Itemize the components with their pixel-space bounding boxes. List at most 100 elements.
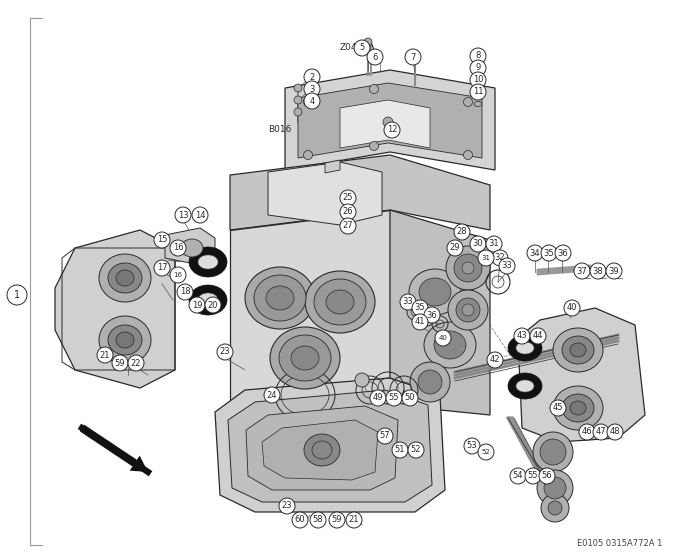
Text: B016: B016 — [268, 125, 291, 134]
Ellipse shape — [99, 316, 151, 364]
Text: 40: 40 — [567, 304, 577, 312]
Circle shape — [424, 307, 440, 323]
Text: 37: 37 — [577, 267, 587, 276]
Text: 17: 17 — [157, 264, 167, 273]
Text: 25: 25 — [343, 194, 354, 203]
Text: 22: 22 — [131, 358, 141, 367]
Text: 35: 35 — [414, 304, 426, 312]
Circle shape — [154, 232, 170, 248]
Circle shape — [541, 245, 557, 261]
Text: 24: 24 — [267, 390, 277, 399]
Circle shape — [304, 81, 320, 97]
Circle shape — [446, 246, 490, 290]
Circle shape — [525, 468, 541, 484]
Ellipse shape — [570, 401, 586, 415]
Circle shape — [377, 428, 393, 444]
Text: 54: 54 — [512, 472, 524, 480]
Text: 46: 46 — [582, 427, 592, 436]
Polygon shape — [80, 424, 137, 466]
Circle shape — [412, 314, 428, 330]
Circle shape — [97, 347, 113, 363]
Circle shape — [354, 40, 370, 56]
Ellipse shape — [419, 278, 451, 306]
Circle shape — [454, 224, 470, 240]
Ellipse shape — [474, 76, 482, 81]
Circle shape — [355, 373, 369, 387]
Circle shape — [304, 97, 312, 106]
Ellipse shape — [266, 286, 294, 310]
Text: 34: 34 — [530, 249, 540, 258]
Polygon shape — [268, 162, 382, 225]
Circle shape — [112, 355, 128, 371]
Circle shape — [544, 477, 566, 499]
Ellipse shape — [189, 247, 227, 277]
Circle shape — [464, 438, 480, 454]
Circle shape — [533, 432, 573, 472]
Circle shape — [412, 300, 428, 316]
Circle shape — [170, 267, 186, 283]
Text: 28: 28 — [456, 227, 468, 236]
Text: 23: 23 — [281, 502, 293, 511]
Text: 53: 53 — [467, 441, 477, 450]
Circle shape — [177, 284, 193, 300]
Text: 42: 42 — [490, 356, 500, 365]
Text: 23: 23 — [220, 348, 230, 357]
Circle shape — [370, 142, 379, 151]
Ellipse shape — [108, 263, 142, 293]
Text: 26: 26 — [343, 208, 354, 217]
Circle shape — [170, 240, 186, 256]
Circle shape — [370, 390, 386, 406]
Ellipse shape — [304, 434, 340, 466]
Text: 27: 27 — [343, 222, 354, 231]
Circle shape — [367, 49, 383, 65]
Text: 51: 51 — [395, 446, 405, 455]
Text: 59: 59 — [332, 516, 342, 525]
Text: 4: 4 — [309, 96, 314, 105]
Circle shape — [435, 330, 451, 346]
Text: 48: 48 — [610, 427, 620, 436]
Text: 6: 6 — [372, 53, 378, 62]
Text: 21: 21 — [349, 516, 359, 525]
Text: 5: 5 — [359, 44, 365, 53]
Text: Z041: Z041 — [340, 43, 363, 52]
Circle shape — [304, 93, 320, 109]
Text: 52: 52 — [411, 446, 421, 455]
Ellipse shape — [516, 380, 534, 392]
Ellipse shape — [99, 254, 151, 302]
Ellipse shape — [553, 386, 603, 430]
Circle shape — [470, 48, 486, 64]
Circle shape — [304, 151, 312, 160]
Circle shape — [340, 218, 356, 234]
Circle shape — [448, 290, 488, 330]
Circle shape — [384, 122, 400, 138]
Bar — [190, 250, 226, 312]
Circle shape — [478, 250, 494, 266]
Circle shape — [7, 285, 27, 305]
Circle shape — [346, 512, 362, 528]
Polygon shape — [230, 210, 390, 405]
Text: 18: 18 — [180, 287, 190, 296]
Text: 41: 41 — [414, 318, 426, 326]
Circle shape — [550, 400, 566, 416]
Circle shape — [499, 258, 515, 274]
Text: 15: 15 — [157, 236, 167, 245]
Text: 3: 3 — [309, 85, 315, 94]
Circle shape — [192, 207, 208, 223]
Circle shape — [470, 84, 486, 100]
Circle shape — [492, 250, 508, 266]
Text: 59: 59 — [115, 358, 125, 367]
Text: 7: 7 — [410, 53, 416, 62]
Ellipse shape — [181, 239, 203, 257]
Circle shape — [548, 501, 562, 515]
Text: 31: 31 — [489, 240, 499, 249]
Text: 33: 33 — [502, 262, 512, 270]
Polygon shape — [285, 70, 495, 170]
Circle shape — [463, 151, 473, 160]
Circle shape — [402, 390, 418, 406]
Circle shape — [340, 204, 356, 220]
Circle shape — [564, 300, 580, 316]
Text: 50: 50 — [405, 394, 415, 403]
Circle shape — [606, 263, 622, 279]
Circle shape — [463, 97, 473, 106]
Circle shape — [405, 49, 421, 65]
